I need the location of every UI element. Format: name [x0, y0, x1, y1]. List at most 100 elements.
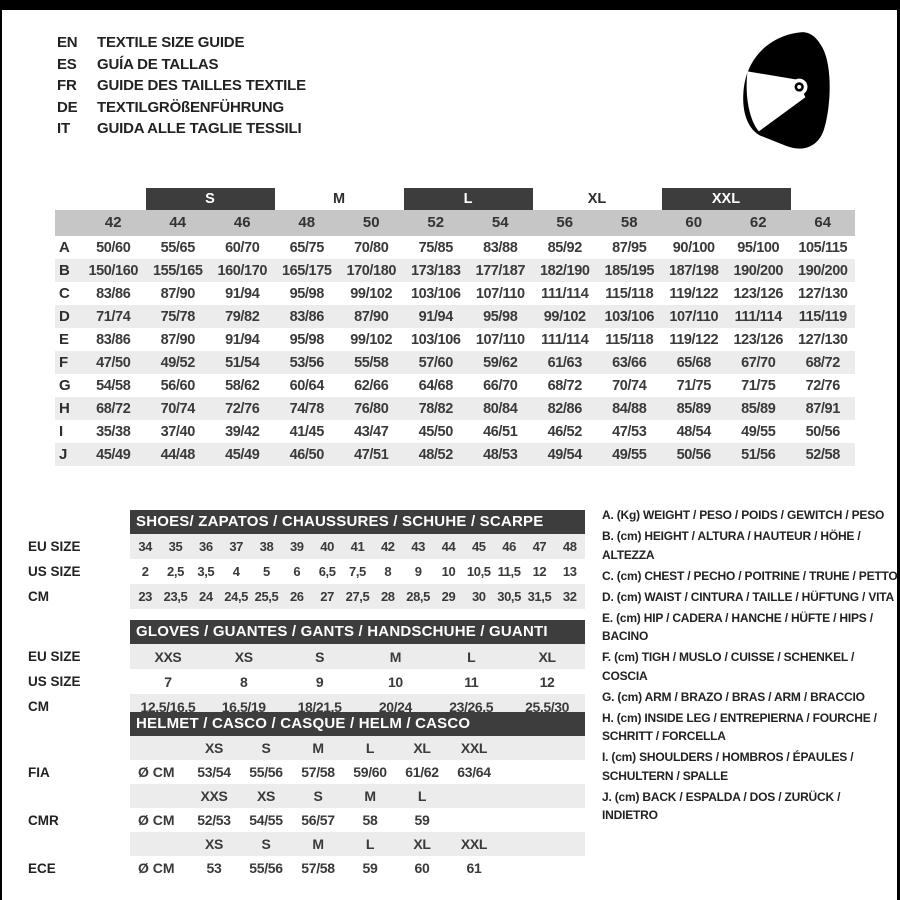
size-cell: 7: [164, 673, 172, 690]
size-cell: 63/66: [612, 354, 647, 371]
size-cell: 103/106: [410, 331, 461, 348]
size-cell: XXL: [460, 740, 488, 756]
size-cell: 105/115: [798, 239, 848, 256]
size-cell: 111/114: [541, 285, 589, 302]
size-cell: 75/85: [418, 239, 454, 256]
size-cell: 70/80: [354, 239, 389, 256]
frame-right-border: [897, 0, 900, 900]
size-cell: 37/40: [160, 423, 196, 440]
size-column-header: 62: [749, 214, 767, 231]
size-cell: 45/49: [96, 446, 131, 463]
unit-cell: Ø CM: [138, 860, 175, 876]
size-cell: L: [417, 788, 427, 804]
size-cell: 44: [441, 539, 456, 554]
size-cell: 150/160: [88, 262, 139, 279]
size-cell: 27: [320, 589, 334, 604]
table-row: A 50/60 55/65 60/70 65/75 70/80 75/85 83…: [55, 236, 855, 259]
size-column-header: 52: [427, 214, 445, 231]
size-cell: 48/52: [418, 446, 454, 463]
size-cell: 83/86: [96, 331, 131, 348]
size-column-header: 48: [298, 214, 316, 231]
size-cell: 48: [562, 539, 577, 554]
row-label: ECE: [28, 860, 56, 876]
size-cell: 76/80: [354, 400, 389, 417]
size-cell: 61/62: [405, 764, 439, 780]
size-cell: 70/74: [160, 400, 196, 417]
size-cell: 87/90: [160, 285, 196, 302]
language-code: IT: [57, 120, 70, 138]
table-row: C 83/86 87/90 91/94 95/98 99/102 103/106…: [55, 282, 855, 305]
row-label: EU SIZE: [28, 649, 81, 664]
helmet-section: HELMET / CASCO / CASQUE / HELM / CASCO X…: [28, 712, 585, 880]
size-cell: 53/54: [197, 764, 231, 780]
size-cell: 51/54: [225, 354, 260, 371]
size-cell: 59/60: [353, 764, 387, 780]
size-cell: S: [315, 648, 325, 665]
size-cell: 173/183: [410, 262, 461, 279]
bar-spacer: [28, 712, 130, 736]
size-cell: 58/62: [225, 377, 260, 394]
size-cell: 51/56: [741, 446, 776, 463]
size-column-header: 64: [814, 214, 832, 231]
row-label: FIA: [28, 764, 50, 780]
size-cell: 47/53: [612, 423, 647, 440]
racing-helmet-icon: [743, 32, 830, 149]
legend-item: G. (cm) ARM / BRAZO / BRAS / ARM / BRACC…: [602, 689, 865, 704]
table-row: CM 23 23,5 24 24,5 25,5 26 27 27,5 28 28…: [28, 584, 585, 609]
size-cell: 49/52: [160, 354, 196, 371]
helmet-header-row: HELMET / CASCO / CASQUE / HELM / CASCO: [28, 712, 585, 736]
size-cell: 5: [263, 564, 270, 579]
size-cell: 165/175: [281, 262, 332, 279]
row-label: H: [59, 400, 70, 417]
size-cell: 52/58: [805, 446, 841, 463]
size-cell: 41/45: [289, 423, 325, 440]
table-row: G 54/58 56/60 58/62 60/64 62/66 64/68 66…: [55, 374, 855, 397]
row-label: J: [59, 446, 68, 463]
language-code: DE: [57, 98, 78, 116]
size-cell: XL: [413, 740, 431, 756]
size-cell: 87/90: [354, 308, 389, 325]
row-cells: Ø CM 52/53 54/55 56/57 58 59: [130, 808, 585, 832]
measurement-rows: A 50/60 55/65 60/70 65/75 70/80 75/85 83…: [55, 236, 855, 466]
row-label: D: [59, 308, 70, 325]
size-cell: 48/54: [676, 423, 712, 440]
bar-spacer: [28, 620, 130, 644]
size-cell: 43: [411, 539, 425, 554]
size-cell: 67/70: [741, 354, 776, 371]
title-text: GUÍA DE TALLAS: [97, 55, 219, 73]
helmet-rows: XS S M L XL XXL FIA Ø CM 53/54 55/: [28, 736, 585, 880]
row-label: CM: [28, 589, 49, 604]
legend-item: D. (cm) WAIST / CINTURA / TAILLE / HÜFTU…: [602, 589, 894, 604]
row-label: G: [59, 377, 71, 394]
size-band-l: L: [403, 188, 533, 210]
size-cell: 127/130: [797, 285, 848, 302]
size-cell: XS: [234, 648, 253, 665]
bar-spacer: [28, 510, 130, 534]
size-cell: 8: [384, 564, 392, 579]
size-cell: 63/64: [457, 764, 491, 780]
size-cell: 36: [198, 539, 213, 554]
textile-size-table: S M L XL XXL 42 44 46 48 50 52 54: [55, 188, 855, 466]
gloves-rows: EU SIZE XXS XS S M L XL US SIZE 7 8: [28, 644, 585, 719]
table-row: H 68/72 70/74 72/76 74/78 76/80 78/82 80…: [55, 397, 855, 420]
size-cell: 18/21,5: [297, 698, 342, 715]
size-cell: 49/55: [612, 446, 647, 463]
size-cell: 95/98: [289, 331, 325, 348]
legend-item: A. (Kg) WEIGHT / PESO / POIDS / GEWITCH …: [602, 508, 885, 522]
size-cell: 177/187: [475, 262, 526, 279]
row-cells: XS S M L XL XXL: [130, 832, 585, 856]
size-cell: 37: [229, 539, 243, 554]
size-band-m: M: [332, 191, 346, 207]
size-cell: 91/94: [418, 308, 454, 325]
size-cell: 68/72: [547, 377, 583, 394]
table-row: XS S M L XL XXL: [28, 736, 585, 760]
size-cell: S: [313, 788, 323, 804]
size-cell: 61: [466, 860, 482, 876]
size-cell: 56/60: [160, 377, 196, 394]
size-cell: 85/89: [676, 400, 712, 417]
size-cell: 123/126: [733, 331, 784, 348]
size-cell: 50/56: [805, 423, 841, 440]
size-cell: 50/60: [96, 239, 131, 256]
size-cell: 119/122: [669, 285, 719, 302]
